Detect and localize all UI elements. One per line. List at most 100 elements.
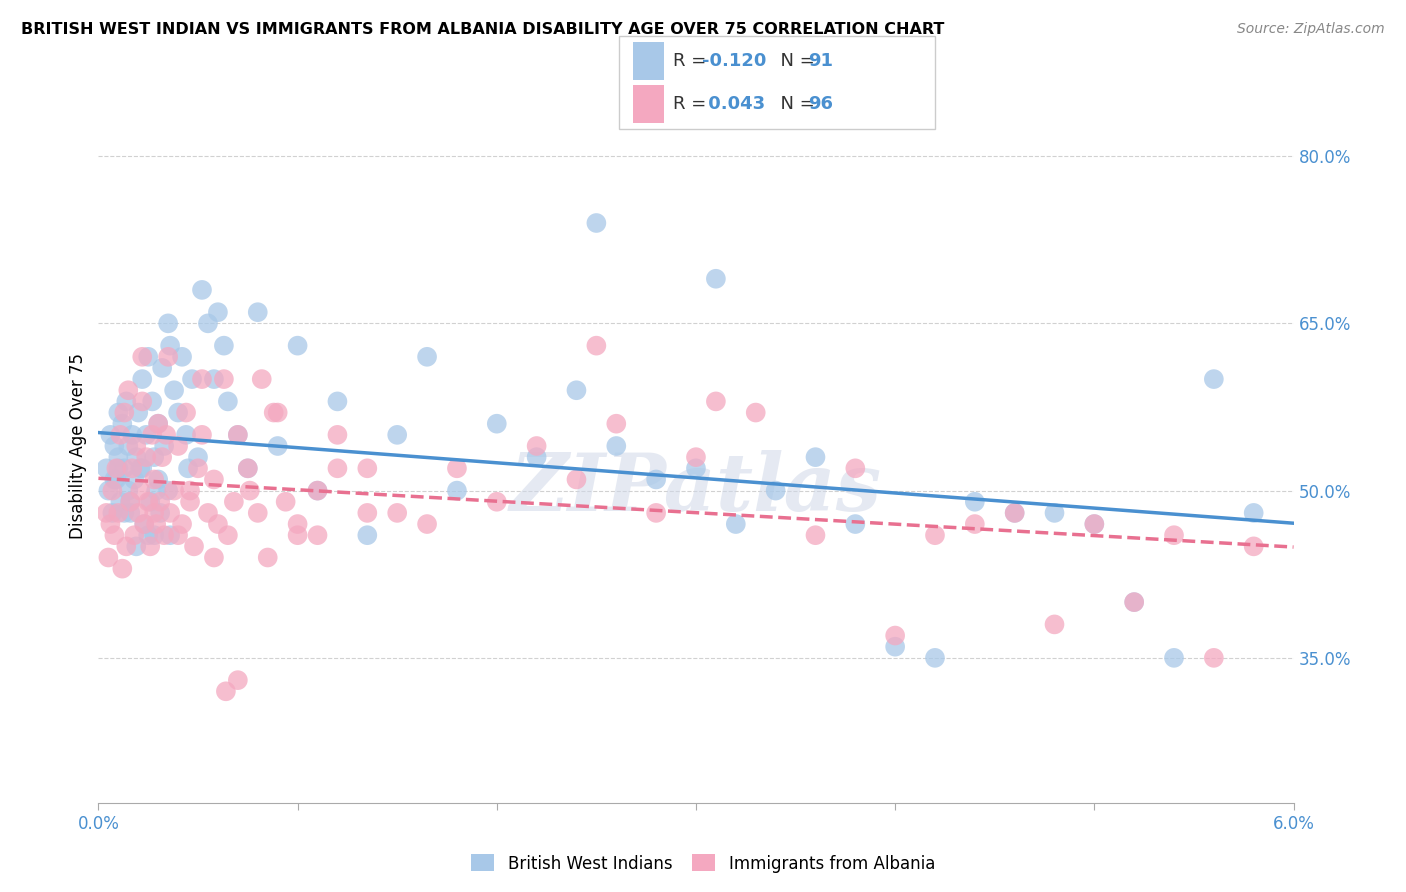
Text: 0.043: 0.043 xyxy=(702,95,765,113)
Point xyxy=(685,450,707,464)
Point xyxy=(191,427,214,442)
Point xyxy=(267,405,290,420)
Point xyxy=(202,550,225,565)
Point xyxy=(274,494,297,508)
Point xyxy=(121,461,143,475)
Point xyxy=(120,494,142,508)
Point xyxy=(174,427,197,442)
Point xyxy=(172,517,194,532)
Point xyxy=(105,461,128,475)
Point xyxy=(143,473,166,487)
Point xyxy=(844,461,866,475)
Point xyxy=(187,450,209,464)
Point xyxy=(177,461,200,475)
Point xyxy=(110,427,132,442)
Point xyxy=(155,427,177,442)
Point xyxy=(263,405,285,420)
Point xyxy=(212,372,235,386)
Point xyxy=(103,528,125,542)
Point xyxy=(236,461,259,475)
Point xyxy=(207,305,229,319)
Point xyxy=(97,483,120,498)
Point xyxy=(143,506,166,520)
Point xyxy=(143,450,166,464)
Text: -0.120: -0.120 xyxy=(702,52,766,70)
Point xyxy=(148,417,170,431)
Point xyxy=(526,439,548,453)
Point xyxy=(1043,506,1066,520)
Point xyxy=(111,417,134,431)
Point xyxy=(167,405,190,420)
Point xyxy=(163,384,186,398)
Point xyxy=(167,439,190,453)
Point xyxy=(585,338,607,352)
Point xyxy=(115,394,138,409)
Point xyxy=(326,427,349,442)
Point xyxy=(179,494,201,508)
Point xyxy=(112,506,135,520)
Point xyxy=(157,483,180,498)
Point xyxy=(307,483,329,498)
Text: ZIPatlas: ZIPatlas xyxy=(510,450,882,527)
Point xyxy=(159,528,181,542)
Point xyxy=(105,473,128,487)
Point xyxy=(96,461,118,475)
Point xyxy=(131,350,153,364)
Point xyxy=(385,506,409,520)
Point xyxy=(385,427,409,442)
Point xyxy=(246,305,269,319)
Point xyxy=(141,394,163,409)
Point xyxy=(117,384,139,398)
Point xyxy=(125,439,148,453)
Point xyxy=(1123,595,1146,609)
Point xyxy=(107,405,129,420)
Point xyxy=(153,528,176,542)
Point xyxy=(96,506,118,520)
Point xyxy=(605,439,627,453)
Point xyxy=(202,473,225,487)
Point xyxy=(115,539,138,553)
Point xyxy=(191,283,214,297)
Point xyxy=(416,350,439,364)
Point xyxy=(197,316,219,330)
Point xyxy=(236,461,259,475)
Point xyxy=(134,517,156,532)
Point xyxy=(101,506,124,520)
Point xyxy=(179,483,201,498)
Point xyxy=(1202,651,1225,665)
Point xyxy=(685,461,707,475)
Text: 96: 96 xyxy=(808,95,834,113)
Text: N =: N = xyxy=(769,52,821,70)
Point xyxy=(1043,617,1066,632)
Point xyxy=(1083,517,1105,532)
Point xyxy=(112,405,135,420)
Text: N =: N = xyxy=(769,95,821,113)
Point xyxy=(139,539,162,553)
Point xyxy=(1163,528,1185,542)
Point xyxy=(1243,506,1265,520)
Point xyxy=(565,384,588,398)
Point xyxy=(446,483,468,498)
Point xyxy=(98,427,122,442)
Point xyxy=(267,439,290,453)
Point xyxy=(159,338,181,352)
Point xyxy=(120,494,142,508)
Point xyxy=(131,372,153,386)
Point xyxy=(103,473,125,487)
Point xyxy=(704,394,727,409)
Point xyxy=(139,494,162,508)
Point xyxy=(136,494,159,508)
Point xyxy=(197,506,219,520)
Point xyxy=(181,372,204,386)
Point xyxy=(724,517,747,532)
Text: Source: ZipAtlas.com: Source: ZipAtlas.com xyxy=(1237,22,1385,37)
Point xyxy=(183,539,205,553)
Point xyxy=(605,417,627,431)
Point xyxy=(239,483,262,498)
Point xyxy=(307,528,329,542)
Point xyxy=(745,405,768,420)
Point xyxy=(120,506,142,520)
Point xyxy=(148,417,170,431)
Point xyxy=(117,483,139,498)
Point xyxy=(112,461,135,475)
